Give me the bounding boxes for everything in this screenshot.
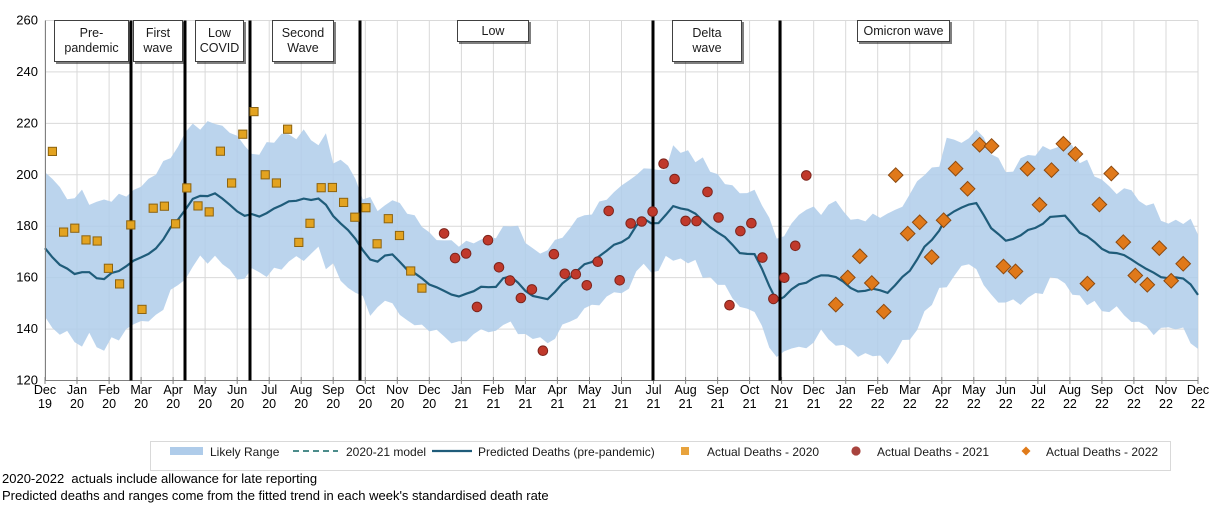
svg-text:Mar: Mar xyxy=(130,383,152,397)
svg-text:22: 22 xyxy=(1127,397,1141,411)
svg-text:Oct: Oct xyxy=(356,383,376,397)
svg-text:21: 21 xyxy=(711,397,725,411)
svg-text:140: 140 xyxy=(16,321,38,336)
svg-text:21: 21 xyxy=(647,397,661,411)
svg-text:21: 21 xyxy=(807,397,821,411)
svg-text:20: 20 xyxy=(294,397,308,411)
svg-text:20: 20 xyxy=(198,397,212,411)
svg-text:Jul: Jul xyxy=(261,383,277,397)
svg-text:Dec: Dec xyxy=(803,383,825,397)
svg-text:Apr: Apr xyxy=(548,383,567,397)
svg-text:Feb: Feb xyxy=(483,383,505,397)
svg-text:21: 21 xyxy=(583,397,597,411)
svg-text:Nov: Nov xyxy=(386,383,409,397)
svg-text:Sep: Sep xyxy=(706,383,728,397)
svg-text:Jul: Jul xyxy=(646,383,662,397)
svg-text:20: 20 xyxy=(358,397,372,411)
svg-text:21: 21 xyxy=(679,397,693,411)
svg-text:22: 22 xyxy=(935,397,949,411)
svg-text:20: 20 xyxy=(262,397,276,411)
svg-text:Aug: Aug xyxy=(1059,383,1081,397)
svg-text:20: 20 xyxy=(422,397,436,411)
svg-text:Nov: Nov xyxy=(1155,383,1178,397)
svg-text:21: 21 xyxy=(775,397,789,411)
svg-text:Jan: Jan xyxy=(836,383,856,397)
svg-text:200: 200 xyxy=(16,167,38,182)
svg-text:22: 22 xyxy=(1095,397,1109,411)
svg-text:Aug: Aug xyxy=(290,383,312,397)
svg-text:Mar: Mar xyxy=(515,383,537,397)
svg-text:Dec: Dec xyxy=(418,383,440,397)
svg-text:22: 22 xyxy=(1191,397,1205,411)
svg-text:21: 21 xyxy=(550,397,564,411)
svg-text:Jun: Jun xyxy=(227,383,247,397)
svg-text:Jan: Jan xyxy=(67,383,87,397)
svg-text:Apr: Apr xyxy=(932,383,951,397)
svg-text:Nov: Nov xyxy=(770,383,793,397)
svg-text:20: 20 xyxy=(134,397,148,411)
svg-text:May: May xyxy=(962,383,986,397)
svg-text:Sep: Sep xyxy=(322,383,344,397)
svg-text:May: May xyxy=(193,383,217,397)
svg-text:20: 20 xyxy=(166,397,180,411)
svg-text:Jul: Jul xyxy=(1030,383,1046,397)
svg-text:260: 260 xyxy=(16,13,38,28)
svg-text:21: 21 xyxy=(454,397,468,411)
svg-text:Oct: Oct xyxy=(1124,383,1144,397)
svg-text:Jun: Jun xyxy=(611,383,631,397)
svg-text:22: 22 xyxy=(1031,397,1045,411)
svg-text:Jun: Jun xyxy=(996,383,1016,397)
svg-text:240: 240 xyxy=(16,64,38,79)
svg-text:Dec: Dec xyxy=(34,383,56,397)
svg-text:Dec: Dec xyxy=(1187,383,1209,397)
svg-text:Mar: Mar xyxy=(899,383,921,397)
svg-text:Feb: Feb xyxy=(98,383,120,397)
svg-text:21: 21 xyxy=(486,397,500,411)
svg-text:Apr: Apr xyxy=(163,383,182,397)
svg-text:21: 21 xyxy=(518,397,532,411)
svg-text:Feb: Feb xyxy=(867,383,889,397)
svg-text:21: 21 xyxy=(743,397,757,411)
svg-text:20: 20 xyxy=(230,397,244,411)
svg-text:19: 19 xyxy=(38,397,52,411)
svg-text:22: 22 xyxy=(1159,397,1173,411)
svg-text:22: 22 xyxy=(839,397,853,411)
svg-text:Oct: Oct xyxy=(740,383,760,397)
svg-text:20: 20 xyxy=(102,397,116,411)
svg-text:20: 20 xyxy=(390,397,404,411)
svg-text:22: 22 xyxy=(871,397,885,411)
svg-text:Sep: Sep xyxy=(1091,383,1113,397)
svg-text:220: 220 xyxy=(16,115,38,130)
svg-text:Aug: Aug xyxy=(674,383,696,397)
svg-text:21: 21 xyxy=(615,397,629,411)
svg-text:20: 20 xyxy=(70,397,84,411)
svg-text:20: 20 xyxy=(326,397,340,411)
svg-text:180: 180 xyxy=(16,218,38,233)
svg-text:22: 22 xyxy=(1063,397,1077,411)
svg-text:22: 22 xyxy=(903,397,917,411)
svg-text:160: 160 xyxy=(16,270,38,285)
svg-text:May: May xyxy=(578,383,602,397)
svg-text:22: 22 xyxy=(967,397,981,411)
svg-text:22: 22 xyxy=(999,397,1013,411)
svg-text:Jan: Jan xyxy=(451,383,471,397)
